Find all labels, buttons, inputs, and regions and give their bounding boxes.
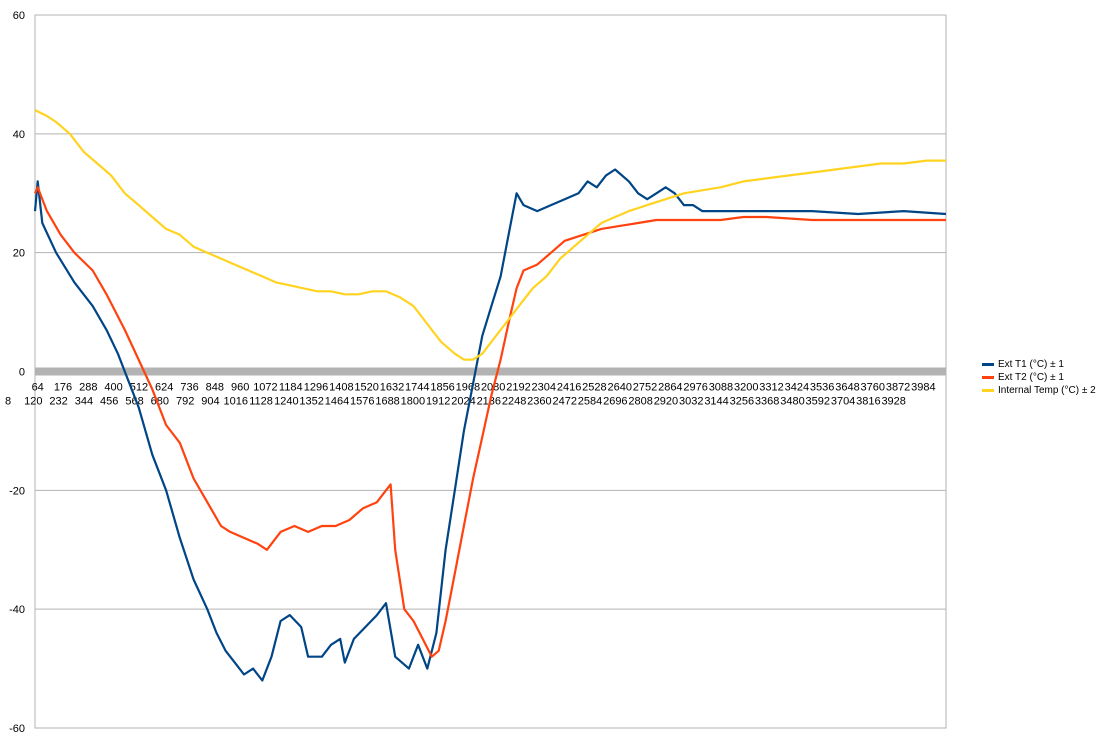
x-tick-label: 2808 [628, 396, 652, 408]
legend-swatch [982, 363, 994, 366]
x-tick-label: 2640 [607, 382, 631, 394]
y-tick-label: 20 [13, 248, 25, 260]
y-tick-label: 0 [19, 367, 25, 379]
x-tick-label: 3312 [759, 382, 783, 394]
x-tick-label: 2136 [477, 396, 501, 408]
x-tick-label: 1296 [304, 382, 328, 394]
series-line-2 [34, 109, 946, 361]
x-tick-label: 3536 [810, 382, 834, 394]
legend: Ext T1 (°C) ± 1 Ext T2 (°C) ± 1 Internal… [982, 358, 1096, 397]
x-tick-label: 2528 [582, 382, 606, 394]
x-tick-label: 3592 [806, 396, 830, 408]
x-axis-band [35, 367, 946, 376]
x-tick-label: 1408 [329, 382, 353, 394]
x-tick-label: 1856 [430, 382, 454, 394]
x-tick-label: 344 [75, 396, 93, 408]
x-tick-label: 3480 [780, 396, 804, 408]
y-tick-label: -60 [9, 723, 25, 735]
x-tick-label: 3144 [704, 396, 728, 408]
x-tick-label: 1800 [401, 396, 425, 408]
x-tick-label: 848 [206, 382, 224, 394]
legend-swatch [982, 389, 994, 392]
x-tick-label: 2192 [506, 382, 530, 394]
x-tick-label: 1016 [224, 396, 248, 408]
x-tick-label: 2752 [633, 382, 657, 394]
x-tick-label: 904 [201, 396, 219, 408]
x-tick-label: 568 [125, 396, 143, 408]
x-tick-label: 512 [130, 382, 148, 394]
x-tick-label: 3032 [679, 396, 703, 408]
x-tick-label: 2920 [654, 396, 678, 408]
x-tick-label: 1520 [354, 382, 378, 394]
series-line-0 [33, 168, 947, 682]
x-tick-label: 3648 [835, 382, 859, 394]
x-tick-label: 1352 [299, 396, 323, 408]
x-tick-label: 120 [24, 396, 42, 408]
legend-label: Ext T2 (°C) ± 1 [998, 372, 1064, 383]
legend-label: Ext T1 (°C) ± 1 [998, 359, 1064, 370]
x-tick-label: 2584 [578, 396, 602, 408]
x-tick-label: 3928 [881, 396, 905, 408]
x-tick-label: 1632 [380, 382, 404, 394]
x-tick-label: 2304 [532, 382, 556, 394]
x-tick-label: 8 [5, 396, 11, 408]
y-tick-label: -40 [9, 604, 25, 616]
x-tick-label: 736 [180, 382, 198, 394]
x-tick-label: 3872 [886, 382, 910, 394]
x-tick-label: 2696 [603, 396, 627, 408]
x-tick-label: 680 [151, 396, 169, 408]
x-tick-label: 2024 [451, 396, 475, 408]
x-tick-label: 3424 [785, 382, 809, 394]
x-tick-label: 1464 [325, 396, 349, 408]
x-tick-label: 3088 [709, 382, 733, 394]
x-tick-label: 2976 [683, 382, 707, 394]
y-tick-label: -20 [9, 485, 25, 497]
x-tick-label: 176 [54, 382, 72, 394]
x-tick-label: 232 [49, 396, 67, 408]
legend-item-internal-temp: Internal Temp (°C) ± 2 [982, 384, 1096, 397]
x-tick-label: 2416 [557, 382, 581, 394]
y-tick-label: 60 [13, 10, 25, 22]
x-tick-label: 3984 [911, 382, 935, 394]
x-tick-label: 1128 [249, 396, 273, 408]
x-tick-label: 1968 [456, 382, 480, 394]
x-tick-label: 1184 [279, 382, 303, 394]
x-tick-label: 1744 [405, 382, 429, 394]
x-tick-label: 3256 [730, 396, 754, 408]
x-tick-label: 3200 [734, 382, 758, 394]
legend-item-ext-t1: Ext T1 (°C) ± 1 [982, 358, 1096, 371]
x-tick-label: 2864 [658, 382, 682, 394]
x-tick-label: 960 [231, 382, 249, 394]
x-tick-label: 400 [104, 382, 122, 394]
x-tick-label: 456 [100, 396, 118, 408]
legend-item-ext-t2: Ext T2 (°C) ± 1 [982, 371, 1096, 384]
x-tick-label: 2248 [502, 396, 526, 408]
x-tick-label: 3368 [755, 396, 779, 408]
x-tick-label: 1912 [426, 396, 450, 408]
y-tick-label: 40 [13, 129, 25, 141]
series-line-1 [33, 186, 946, 658]
x-tick-label: 624 [155, 382, 173, 394]
x-tick-label: 1240 [274, 396, 298, 408]
x-tick-label: 3704 [831, 396, 855, 408]
x-tick-label: 1072 [253, 382, 277, 394]
x-tick-label: 64 [32, 382, 44, 394]
legend-label: Internal Temp (°C) ± 2 [998, 385, 1096, 396]
legend-swatch [982, 376, 994, 379]
x-tick-label: 3760 [861, 382, 885, 394]
x-tick-label: 1576 [350, 396, 374, 408]
x-tick-label: 792 [176, 396, 194, 408]
x-tick-label: 288 [79, 382, 97, 394]
x-tick-label: 3816 [856, 396, 880, 408]
x-tick-label: 2472 [552, 396, 576, 408]
x-tick-label: 1688 [375, 396, 399, 408]
x-tick-label: 2360 [527, 396, 551, 408]
